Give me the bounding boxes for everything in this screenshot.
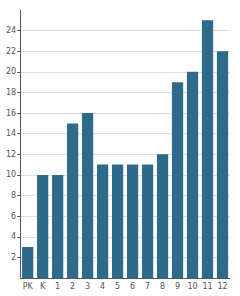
svg-text:11: 11 bbox=[202, 282, 212, 291]
svg-text:6: 6 bbox=[130, 282, 135, 291]
svg-text:10: 10 bbox=[187, 282, 197, 291]
svg-text:1: 1 bbox=[55, 282, 60, 291]
svg-text:24: 24 bbox=[6, 26, 16, 35]
svg-text:4: 4 bbox=[100, 282, 105, 291]
svg-text:12: 12 bbox=[217, 282, 227, 291]
svg-text:8: 8 bbox=[160, 282, 165, 291]
svg-text:8: 8 bbox=[11, 191, 16, 200]
svg-text:K: K bbox=[40, 282, 46, 291]
svg-text:2: 2 bbox=[11, 253, 16, 262]
svg-text:2: 2 bbox=[70, 282, 75, 291]
svg-text:16: 16 bbox=[6, 109, 16, 118]
svg-text:10: 10 bbox=[6, 170, 16, 179]
svg-text:18: 18 bbox=[6, 88, 16, 97]
svg-text:7: 7 bbox=[145, 282, 150, 291]
svg-text:14: 14 bbox=[6, 129, 16, 138]
svg-text:4: 4 bbox=[11, 232, 16, 241]
svg-text:20: 20 bbox=[6, 67, 16, 76]
svg-text:22: 22 bbox=[6, 47, 16, 56]
svg-text:3: 3 bbox=[85, 282, 90, 291]
svg-text:PK: PK bbox=[23, 282, 34, 291]
svg-text:12: 12 bbox=[6, 150, 16, 159]
svg-text:5: 5 bbox=[115, 282, 120, 291]
svg-text:9: 9 bbox=[175, 282, 180, 291]
svg-text:6: 6 bbox=[11, 212, 16, 221]
